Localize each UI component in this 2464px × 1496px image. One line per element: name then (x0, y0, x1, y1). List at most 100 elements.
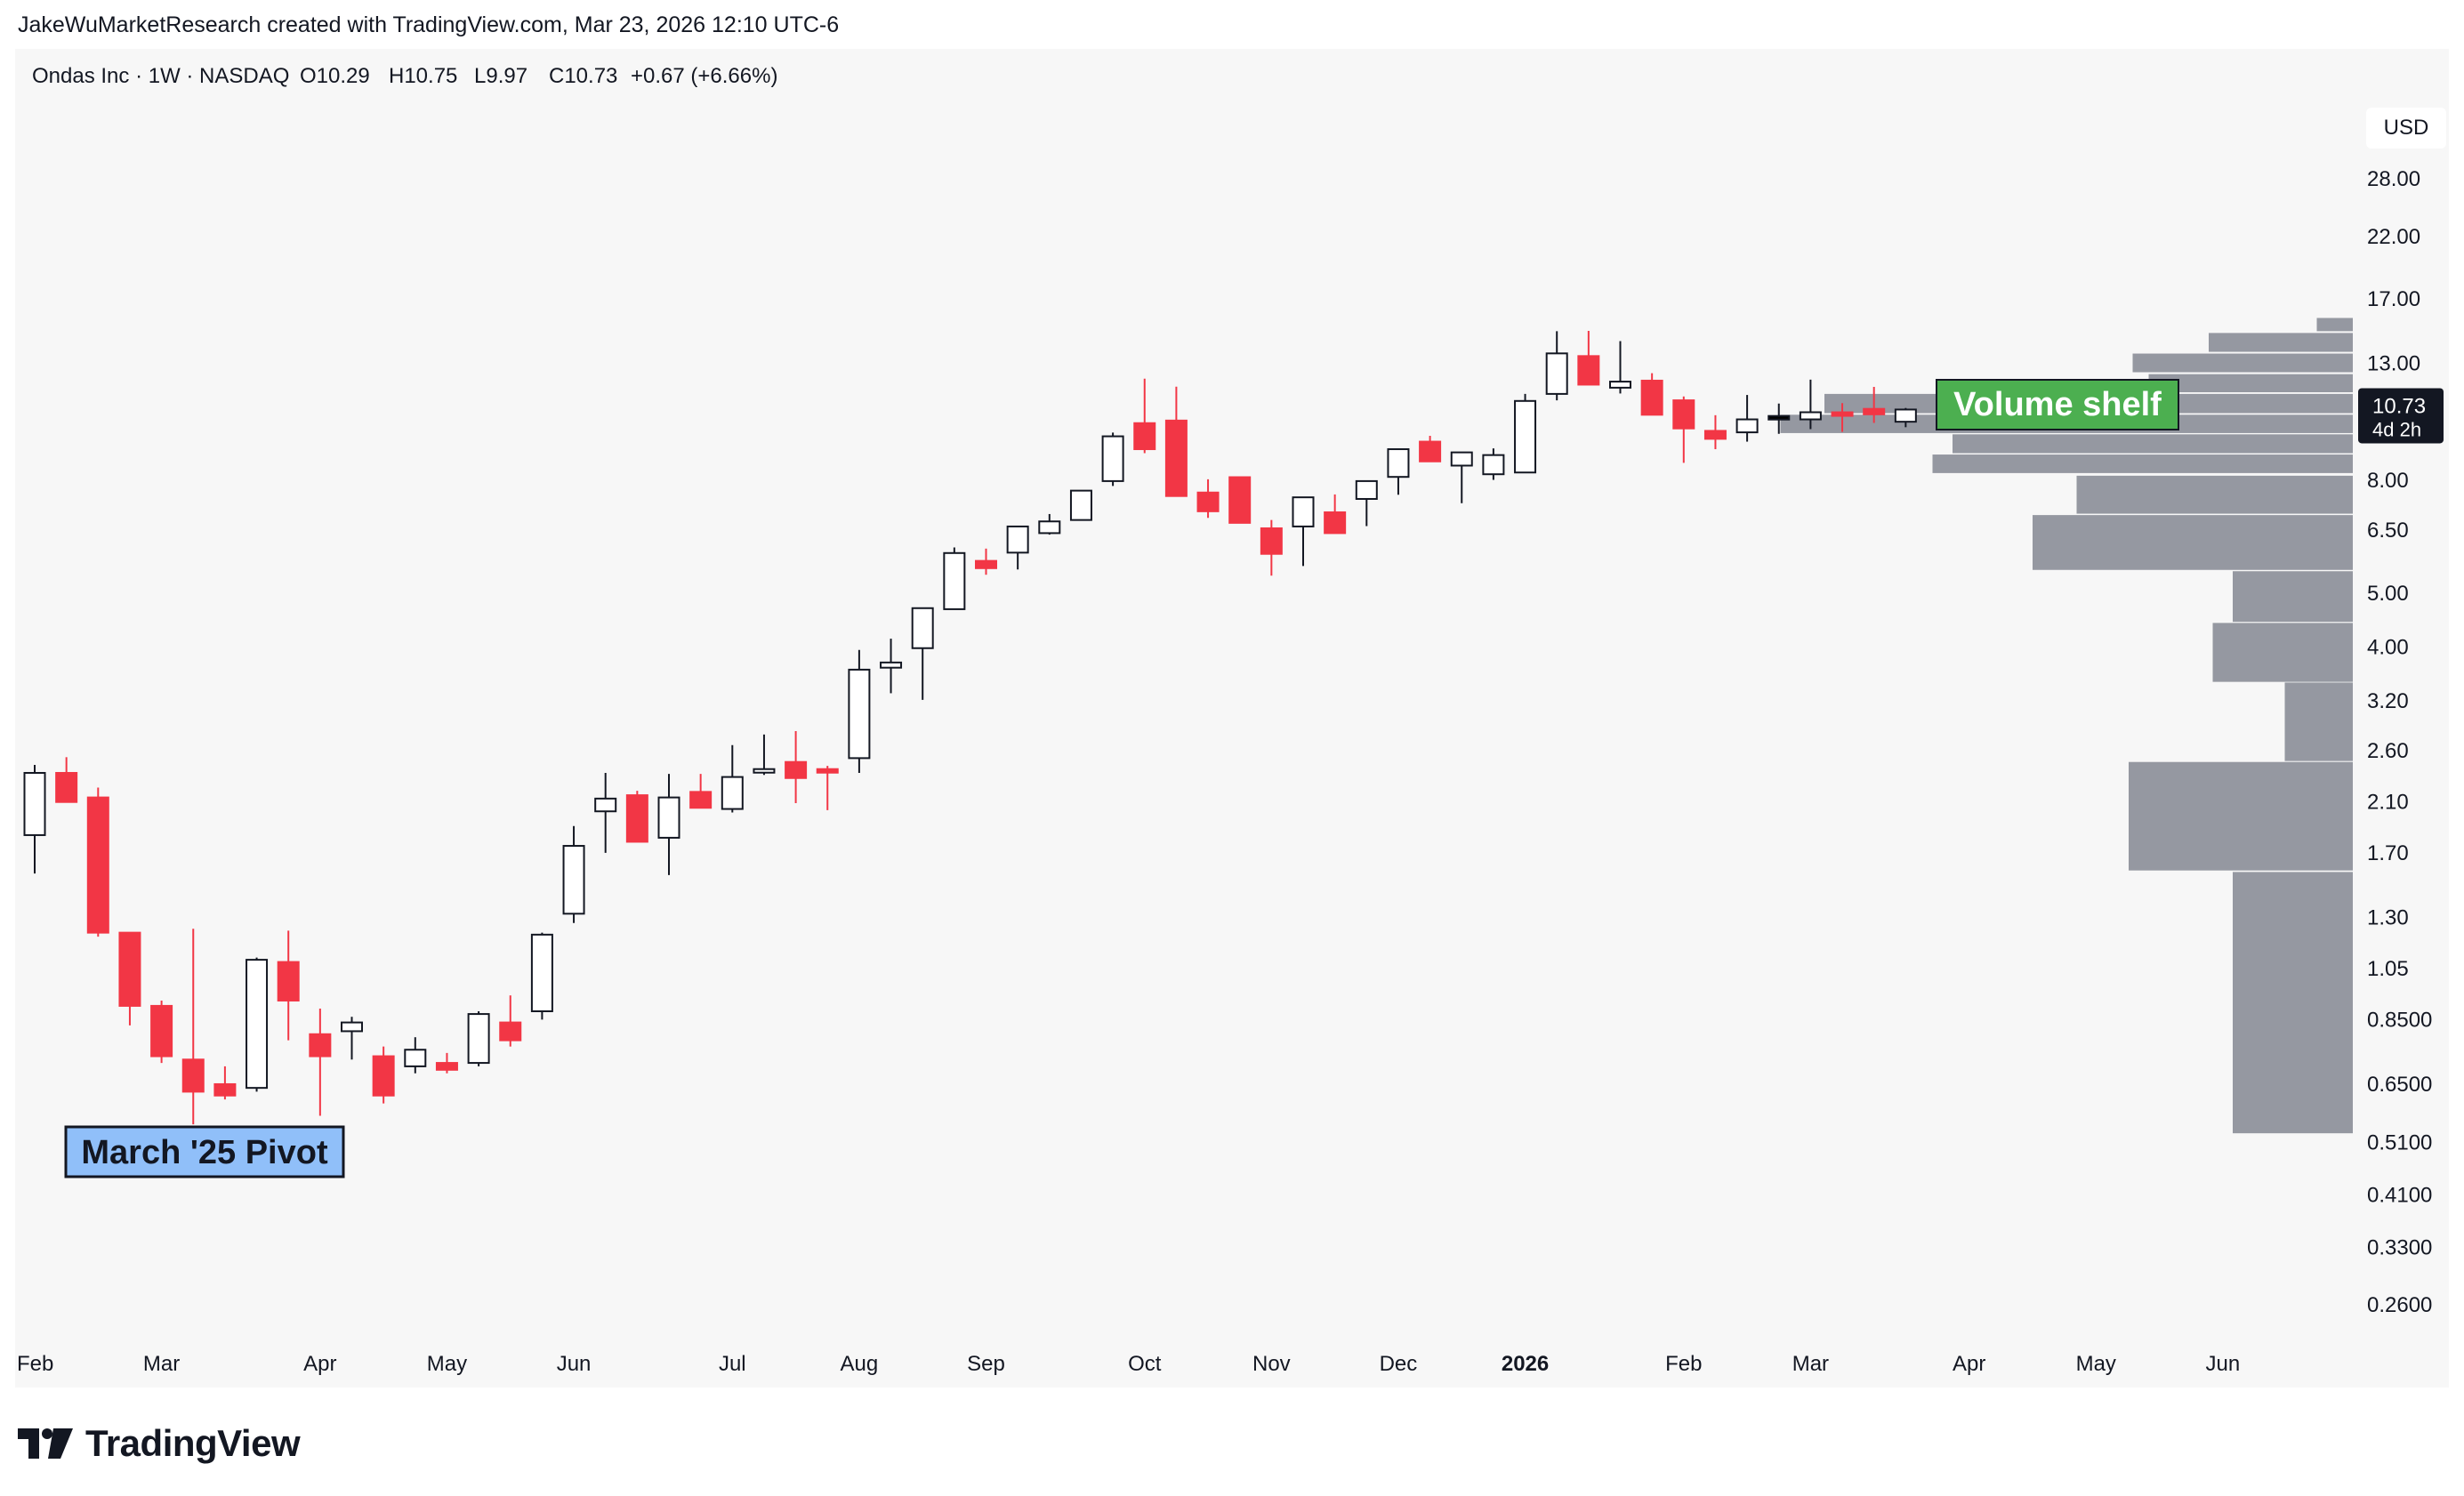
candle (1069, 489, 1092, 521)
candle-body (1703, 430, 1727, 440)
candle (1355, 479, 1378, 527)
volume-shelf-label-box (1936, 379, 2179, 430)
price-tick-label: 3.20 (2367, 689, 2409, 713)
volume-profile-bar (1953, 434, 2353, 454)
candle-body (435, 1062, 458, 1071)
candle (562, 825, 585, 923)
candle (246, 957, 269, 1092)
candle (1387, 448, 1410, 495)
volume-profile-bar (2209, 333, 2353, 352)
candle-body (246, 959, 269, 1090)
price-tick-label: 13.00 (2367, 352, 2420, 376)
volume-profile-bar (2076, 475, 2353, 514)
candles (23, 331, 1917, 1125)
volume-shelf-label: Volume shelf (1953, 386, 2162, 423)
symbol-legend: Ondas Inc · 1W · NASDAQ O10.29 H10.75 L9… (32, 64, 777, 88)
candle (1609, 341, 1631, 394)
candle-body (1735, 418, 1759, 434)
candle-body (1640, 379, 1663, 416)
candle (1863, 386, 1886, 423)
time-tick-label: Sep (967, 1352, 1005, 1376)
price-axis[interactable]: 28.00 22.00 17.00 13.00 8.00 6.50 5.00 4.00 3.20… (2353, 49, 2449, 1387)
candle (785, 730, 808, 804)
candle (1799, 379, 1822, 430)
candle (1767, 403, 1791, 434)
volume-profile-bar (2148, 374, 2353, 393)
candle-body (1863, 407, 1886, 415)
candle-body (1101, 435, 1124, 482)
time-tick-label: Mar (143, 1352, 180, 1376)
price-tick-label: 22.00 (2367, 225, 2420, 249)
candle (1324, 494, 1347, 535)
last-price-label: 10.73 (2372, 394, 2426, 418)
time-tick-label: May (427, 1352, 467, 1376)
candle (880, 639, 903, 694)
volume-profile-bar (2132, 353, 2353, 373)
candle (181, 929, 205, 1125)
currency-selector[interactable]: USD (2366, 108, 2446, 149)
candle (1228, 476, 1252, 524)
time-axis[interactable]: Feb Mar Apr May Jun Jul Aug Sep Oct Nov Dec 2026 Feb… (17, 1352, 2240, 1376)
candle-body (657, 796, 680, 839)
chart-panel[interactable]: Volume shelf March '25 Pivot 28.00 22.00 17… (15, 49, 2449, 1387)
candle-body (467, 1013, 490, 1065)
candle-body (1831, 411, 1854, 417)
candle-body (816, 768, 839, 774)
candle (816, 766, 839, 810)
time-tick-label: Jul (719, 1352, 746, 1376)
tradingview-logo[interactable]: TradingView (18, 1421, 301, 1466)
candle-body (213, 1082, 237, 1097)
candle-body (975, 559, 997, 569)
candle-body (1450, 451, 1473, 467)
candle-body (86, 796, 109, 934)
candle-body (499, 1021, 522, 1042)
candle-body (1355, 479, 1378, 500)
candle (689, 774, 713, 809)
candle (753, 734, 776, 776)
candle (1133, 378, 1156, 454)
annotations: Volume shelf March '25 Pivot (64, 379, 2179, 1178)
bar-countdown-label: 4d 2h (2372, 418, 2421, 440)
candle-body (1672, 399, 1695, 430)
candle (1101, 432, 1124, 487)
time-tick-label: Oct (1128, 1352, 1162, 1376)
candle (1196, 479, 1220, 519)
candle-body (372, 1055, 395, 1097)
time-tick-label: Feb (1665, 1352, 1702, 1376)
price-tick-label: 0.6500 (2367, 1073, 2432, 1097)
candle-body (1799, 411, 1822, 421)
candle (1038, 513, 1061, 535)
last-price-tag (2358, 388, 2444, 444)
price-tick-label: 8.00 (2367, 469, 2409, 493)
time-tick-label: 2026 (1502, 1352, 1549, 1376)
candle-body (1228, 476, 1252, 524)
candle (1292, 496, 1315, 567)
price-tick-label: 0.4100 (2367, 1184, 2432, 1208)
candle (1450, 451, 1473, 503)
candle-body (721, 776, 744, 810)
candlestick-chart[interactable]: Volume shelf March '25 Pivot 28.00 22.00 17… (15, 49, 2449, 1387)
candle (975, 548, 997, 575)
price-tick-label: 17.00 (2367, 287, 2420, 311)
candle-body (1324, 511, 1347, 535)
candle (499, 995, 522, 1047)
candle-body (309, 1033, 332, 1058)
candle-body (181, 1058, 205, 1093)
price-tick-label: 28.00 (2367, 167, 2420, 191)
candle-body (1260, 527, 1283, 555)
candle-body (1069, 489, 1092, 521)
volume-profile-bar (2033, 515, 2353, 570)
candle-body (277, 961, 300, 1001)
price-tick-label: 1.70 (2367, 841, 2409, 865)
candle (467, 1011, 490, 1066)
candle-body (594, 797, 617, 813)
candle (1419, 436, 1442, 462)
candle (1703, 414, 1727, 450)
march-pivot-label: March '25 Pivot (81, 1134, 328, 1171)
candle-body (1006, 525, 1029, 554)
legend-open: O10.29 (300, 64, 370, 88)
candle-body (1038, 520, 1061, 535)
volume-profile-bar (2129, 761, 2353, 871)
candle (118, 931, 141, 1025)
price-tick-label: 0.2600 (2367, 1293, 2432, 1317)
